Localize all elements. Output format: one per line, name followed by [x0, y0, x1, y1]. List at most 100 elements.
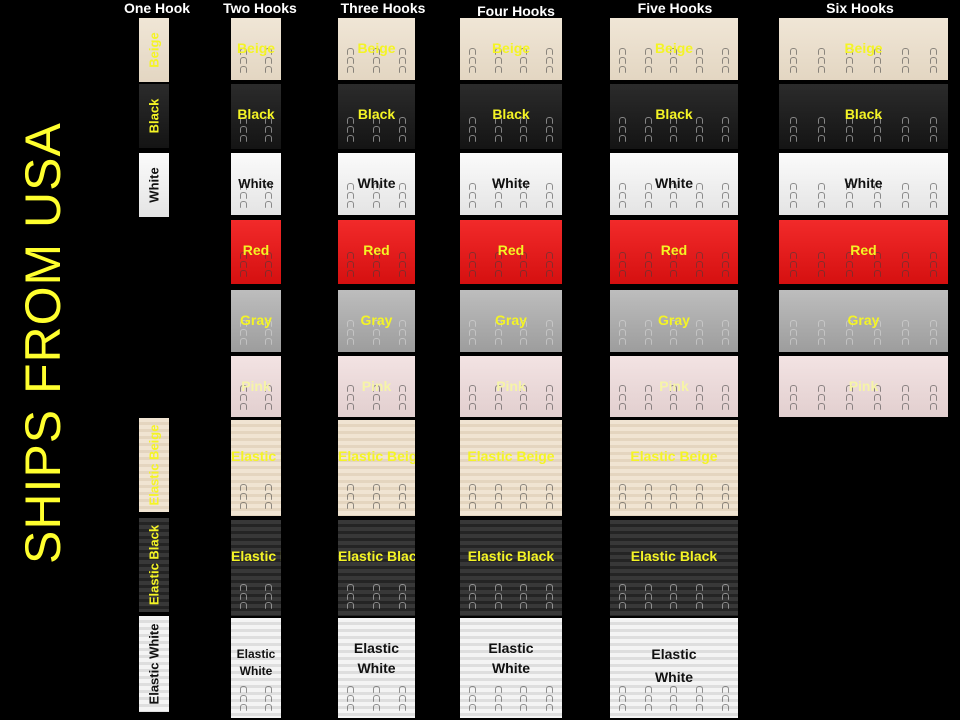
swatch-4-hook-elastic-white[interactable]: Elastic White [460, 618, 562, 718]
swatch-label: Elastic Beige [467, 448, 555, 464]
ships-from-usa-banner: SHIPS FROM USA [15, 122, 71, 564]
swatch-2-hook-pink[interactable]: Pink [231, 356, 281, 417]
swatch-label: Red [497, 242, 525, 258]
swatch-label: Elastic Beige [231, 448, 281, 464]
swatch-6-hook-white[interactable]: White [779, 153, 948, 215]
swatch-2-hook-white[interactable]: White [231, 153, 281, 215]
swatch-3-hook-elastic-black[interactable]: Elastic Black [338, 520, 415, 616]
hook-eyes [338, 385, 415, 411]
swatch-2-hook-beige[interactable]: Beige [231, 18, 281, 80]
hook-eyes [338, 117, 415, 143]
swatch-5-hook-white[interactable]: White [610, 153, 738, 215]
swatch-label: Gray [360, 312, 393, 328]
swatch-label: Black [655, 106, 693, 122]
hook-eyes [460, 584, 562, 610]
swatch-label: Elastic Black [146, 524, 162, 606]
swatch-5-hook-beige[interactable]: Beige [610, 18, 738, 80]
swatch-3-hook-elastic-white[interactable]: Elastic White [338, 618, 415, 718]
hook-eyes [460, 48, 562, 74]
swatch-5-hook-elastic-beige[interactable]: Elastic Beige [610, 420, 738, 516]
swatch-1-hook-black[interactable]: Black [139, 84, 169, 148]
swatch-4-hook-black[interactable]: Black [460, 84, 562, 149]
column-header-6-hook: Six Hooks [826, 0, 894, 16]
swatch-5-hook-gray[interactable]: Gray [610, 290, 738, 352]
swatch-6-hook-red[interactable]: Red [779, 220, 948, 284]
swatch-label: White [238, 176, 274, 191]
swatch-label: Pink [659, 378, 689, 394]
swatch-5-hook-elastic-black[interactable]: Elastic Black [610, 520, 738, 616]
swatch-label: Beige [146, 32, 162, 68]
hook-eyes [460, 385, 562, 411]
swatch-1-hook-elastic-black[interactable]: Elastic Black [139, 518, 169, 612]
swatch-label: Elastic Black [467, 548, 555, 564]
hook-eyes [610, 48, 738, 74]
swatch-2-hook-gray[interactable]: Gray [231, 290, 281, 352]
swatch-4-hook-elastic-beige[interactable]: Elastic Beige [460, 420, 562, 516]
hook-eyes [231, 385, 281, 411]
hook-eyes [231, 183, 281, 209]
swatch-3-hook-white[interactable]: White [338, 153, 415, 215]
hook-eyes [338, 252, 415, 278]
column-header-3-hook: Three Hooks [340, 0, 426, 16]
swatch-1-hook-beige[interactable]: Beige [139, 18, 169, 82]
swatch-3-hook-beige[interactable]: Beige [338, 18, 415, 80]
swatch-3-hook-gray[interactable]: Gray [338, 290, 415, 352]
swatch-6-hook-beige[interactable]: Beige [779, 18, 948, 80]
swatch-3-hook-pink[interactable]: Pink [338, 356, 415, 417]
swatch-label: Black [844, 106, 883, 122]
hook-eyes [610, 117, 738, 143]
swatch-label: Red [363, 242, 390, 258]
swatch-5-hook-elastic-white[interactable]: Elastic White [610, 618, 738, 718]
swatch-5-hook-black[interactable]: Black [610, 84, 738, 149]
swatch-label: Elastic Black [630, 548, 718, 564]
swatch-label: White [844, 175, 883, 191]
swatch-1-hook-elastic-beige[interactable]: Elastic Beige [139, 418, 169, 512]
swatch-4-hook-elastic-black[interactable]: Elastic Black [460, 520, 562, 616]
swatch-label-line-1: Elastic [236, 647, 276, 661]
swatch-4-hook-gray[interactable]: Gray [460, 290, 562, 352]
hook-eyes [610, 686, 738, 712]
column-header-1-hook: One Hook [123, 0, 191, 16]
hook-eyes [338, 48, 415, 74]
swatch-6-hook-black[interactable]: Black [779, 84, 948, 149]
swatch-label: White [146, 167, 162, 203]
swatch-label: Pink [496, 378, 526, 394]
swatch-5-hook-red[interactable]: Red [610, 220, 738, 284]
hook-eyes [460, 252, 562, 278]
hook-eyes [779, 385, 948, 411]
hook-eyes [610, 584, 738, 610]
swatch-label: Beige [491, 40, 531, 56]
swatch-label: Red [850, 242, 877, 258]
swatch-3-hook-black[interactable]: Black [338, 84, 415, 149]
swatch-2-hook-elastic-black[interactable]: Elastic Black [231, 520, 281, 616]
swatch-label: Elastic Black [231, 548, 281, 564]
hook-eyes [610, 320, 738, 346]
swatch-3-hook-red[interactable]: Red [338, 220, 415, 284]
hook-eyes [779, 252, 948, 278]
hook-eyes [460, 484, 562, 510]
swatch-4-hook-white[interactable]: White [460, 153, 562, 215]
swatch-2-hook-red[interactable]: Red [231, 220, 281, 284]
swatch-label: Elastic Beige [630, 448, 718, 464]
hook-eyes [779, 117, 948, 143]
hook-eyes [231, 584, 281, 610]
swatch-1-hook-elastic-white[interactable]: Elastic White [139, 616, 169, 712]
swatch-4-hook-pink[interactable]: Pink [460, 356, 562, 417]
hook-eyes [338, 183, 415, 209]
swatch-2-hook-elastic-beige[interactable]: Elastic Beige [231, 420, 281, 516]
swatch-2-hook-elastic-white[interactable]: Elastic White [231, 618, 281, 718]
hook-eyes [231, 252, 281, 278]
swatch-label: Beige [844, 40, 883, 56]
swatch-3-hook-elastic-beige[interactable]: Elastic Beige [338, 420, 415, 516]
swatch-6-hook-pink[interactable]: Pink [779, 356, 948, 417]
swatch-label: Pink [241, 378, 271, 394]
swatch-5-hook-pink[interactable]: Pink [610, 356, 738, 417]
swatch-4-hook-beige[interactable]: Beige [460, 18, 562, 80]
swatch-1-hook-white[interactable]: White [139, 153, 169, 217]
swatch-4-hook-red[interactable]: Red [460, 220, 562, 284]
swatch-2-hook-black[interactable]: Black [231, 84, 281, 149]
swatch-label: Beige [654, 40, 694, 56]
column-header-2-hook: Two Hooks [223, 0, 297, 16]
hook-eyes [338, 686, 415, 712]
swatch-6-hook-gray[interactable]: Gray [779, 290, 948, 352]
